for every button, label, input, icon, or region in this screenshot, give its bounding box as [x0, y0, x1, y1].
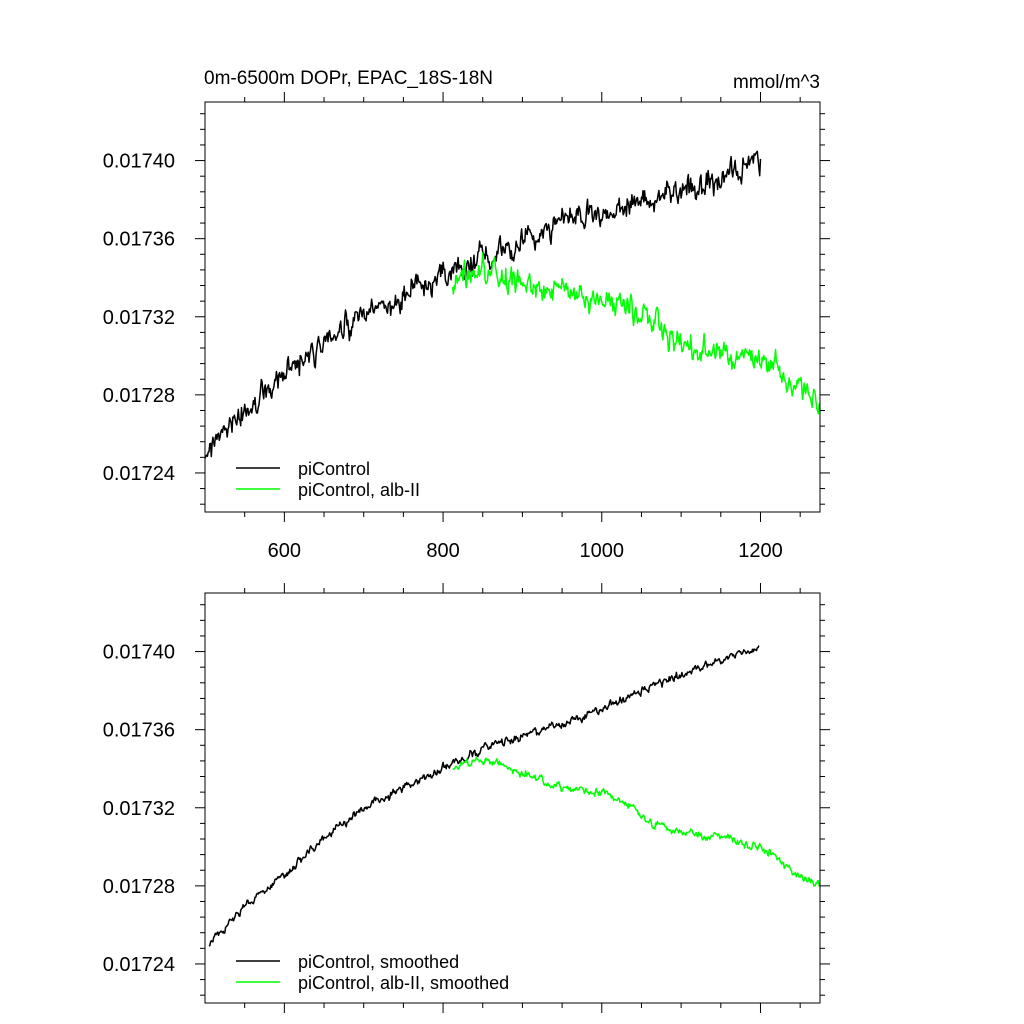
- legend-label-picontrol-alb-ii: piControl, alb-II: [298, 480, 420, 500]
- top-legend: piControl piControl, alb-II: [236, 459, 420, 500]
- y-tick-label: 0.01728: [103, 876, 175, 898]
- series-line-picontrol: [204, 150, 762, 459]
- top-panel-units: mmol/m^3: [733, 72, 820, 93]
- y-tick-label: 0.01724: [103, 954, 175, 976]
- y-tick-label: 0.01724: [103, 463, 175, 485]
- y-tick-label: 0.01728: [103, 385, 175, 407]
- y-tick-label: 0.01736: [103, 229, 175, 251]
- top-panel: 0m-6500m DOPr, EPAC_18S-18N mmol/m^3 0.0…: [103, 68, 830, 562]
- top-panel-ticks: 0.01724 0.01728 0.01732 0.01736 0.01740 600 80…: [103, 92, 830, 562]
- x-tick-label: 1000: [580, 540, 625, 562]
- bottom-legend: piControl, smoothed piControl, alb-II, s…: [236, 952, 509, 993]
- bottom-panel: 0.01724 0.01728 0.01732 0.01736 0.01740 piCo…: [103, 583, 830, 1013]
- bottom-panel-series: [208, 645, 821, 947]
- legend-label-picontrol: piControl: [298, 459, 370, 479]
- series-line-picontrol-smoothed: [208, 645, 760, 947]
- series-line-picontrol-alb-ii: [451, 252, 821, 415]
- top-panel-frame: [204, 101, 821, 513]
- top-panel-title: 0m-6500m DOPr, EPAC_18S-18N: [204, 68, 493, 89]
- legend-label-picontrol-smoothed: piControl, smoothed: [298, 952, 459, 972]
- y-tick-label: 0.01740: [103, 642, 175, 664]
- y-tick-label: 0.01732: [103, 307, 175, 329]
- top-panel-series: [204, 150, 821, 459]
- bottom-panel-ticks: 0.01724 0.01728 0.01732 0.01736 0.01740: [103, 583, 830, 1013]
- y-tick-label: 0.01736: [103, 720, 175, 742]
- x-tick-label: 800: [426, 540, 459, 562]
- bottom-panel-frame: [204, 592, 821, 1004]
- y-tick-label: 0.01740: [103, 151, 175, 173]
- x-tick-label: 600: [268, 540, 301, 562]
- series-line-picontrol-alb-ii-smoothed: [452, 756, 821, 888]
- legend-label-picontrol-alb-ii-smoothed: piControl, alb-II, smoothed: [298, 973, 509, 993]
- x-tick-label: 1200: [738, 540, 783, 562]
- y-tick-label: 0.01732: [103, 798, 175, 820]
